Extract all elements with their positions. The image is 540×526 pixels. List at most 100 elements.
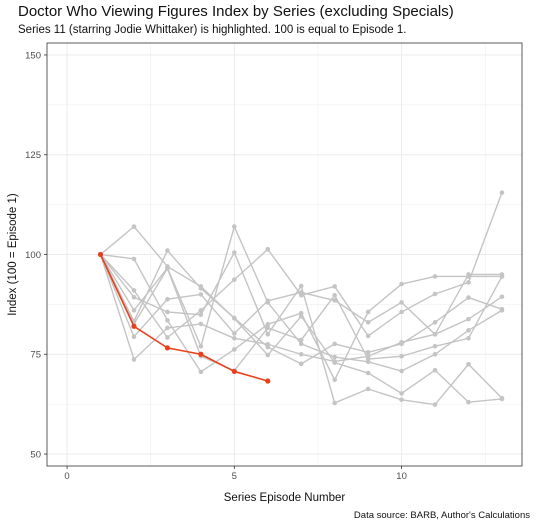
series-point xyxy=(432,367,438,373)
series-point xyxy=(399,391,404,396)
highlighted-series-point xyxy=(265,378,271,384)
series-point xyxy=(232,277,237,282)
series-point xyxy=(399,300,404,305)
series-point xyxy=(499,190,505,195)
series-line xyxy=(99,225,503,372)
series-point xyxy=(399,353,404,359)
y-tick-label: 150 xyxy=(25,50,41,61)
series-point xyxy=(432,351,438,357)
series-point xyxy=(232,224,237,229)
series-point xyxy=(365,309,371,315)
x-tick-label: 5 xyxy=(232,471,237,482)
highlighted-series-point xyxy=(231,368,237,375)
series-point xyxy=(298,341,304,347)
grid-lines xyxy=(47,43,522,466)
series-point xyxy=(265,352,271,358)
series-point xyxy=(399,309,404,315)
series-point xyxy=(432,332,438,337)
series-point xyxy=(499,274,505,279)
series-point xyxy=(332,341,337,347)
series-point xyxy=(365,349,371,355)
series-point xyxy=(332,298,337,303)
series-point xyxy=(466,399,471,405)
highlighted-series-group xyxy=(97,251,271,384)
series-point xyxy=(165,248,170,253)
series-point xyxy=(131,256,137,262)
series-point xyxy=(399,341,404,347)
series-point xyxy=(131,294,137,300)
series-point xyxy=(298,361,304,367)
series-point xyxy=(265,332,271,337)
series-point xyxy=(165,335,170,340)
series-point xyxy=(365,333,371,339)
chart-subtitle: Series 11 (starring Jodie Whittaker) is … xyxy=(18,24,407,36)
series-point xyxy=(131,224,137,229)
y-tick-label: 125 xyxy=(25,150,41,161)
y-tick-label: 75 xyxy=(30,350,41,361)
series-point xyxy=(432,320,438,325)
series-point xyxy=(265,300,271,305)
series-point xyxy=(265,325,271,331)
other-series-group xyxy=(98,190,505,407)
series-point xyxy=(165,266,170,271)
series-point xyxy=(365,370,371,376)
y-axis-title: Index (100 = Episode 1) xyxy=(7,193,19,316)
series-point xyxy=(131,357,137,362)
series-point xyxy=(131,334,137,340)
series-point xyxy=(399,397,404,403)
series-point xyxy=(365,356,371,362)
series-point xyxy=(198,286,204,291)
series-point xyxy=(499,395,505,401)
series-point xyxy=(298,351,304,357)
series-point xyxy=(265,344,271,350)
series-point xyxy=(131,288,137,293)
series-point xyxy=(432,343,438,349)
series-point xyxy=(165,309,170,315)
series-point xyxy=(332,360,337,365)
series-point xyxy=(332,292,337,298)
highlighted-series-point xyxy=(164,345,171,351)
series-point xyxy=(399,281,404,287)
series-point xyxy=(298,310,304,316)
series-point xyxy=(198,369,204,375)
series-point xyxy=(332,354,337,360)
series-point xyxy=(332,284,337,289)
data-source-caption: Data source: BARB, Author's Calculations xyxy=(353,510,530,521)
series-point xyxy=(298,337,304,343)
x-tick-label: 10 xyxy=(396,471,407,482)
highlighted-series-point xyxy=(131,323,137,329)
x-axis-title: Series Episode Number xyxy=(224,492,346,504)
series-point xyxy=(365,320,371,325)
series-point xyxy=(232,331,237,336)
series-point xyxy=(232,347,237,352)
series-point xyxy=(466,336,471,341)
series-point xyxy=(332,377,337,383)
series-point xyxy=(365,386,371,392)
series-point xyxy=(432,291,438,297)
series-point xyxy=(165,325,170,331)
series-point xyxy=(466,316,471,322)
series-point xyxy=(499,308,505,313)
series-point xyxy=(466,280,471,285)
series-point xyxy=(332,400,337,406)
series-point xyxy=(466,328,471,333)
series-point xyxy=(165,318,170,323)
highlighted-series-point xyxy=(198,351,204,357)
x-tick-label: 0 xyxy=(64,471,69,482)
series-point xyxy=(432,402,438,407)
y-tick-label: 50 xyxy=(30,449,41,460)
chart-title: Doctor Who Viewing Figures Index by Seri… xyxy=(18,3,454,20)
series-point xyxy=(198,321,204,327)
series-point xyxy=(265,247,271,252)
highlighted-series-line xyxy=(99,254,268,382)
series-point xyxy=(432,274,438,279)
series-point xyxy=(298,283,304,289)
series-point xyxy=(265,322,271,327)
series-point xyxy=(466,295,471,300)
series-point xyxy=(232,250,237,255)
highlighted-series-point xyxy=(97,251,104,258)
series-point xyxy=(198,343,204,349)
y-tick-label: 100 xyxy=(25,250,41,261)
series-point xyxy=(198,292,204,297)
